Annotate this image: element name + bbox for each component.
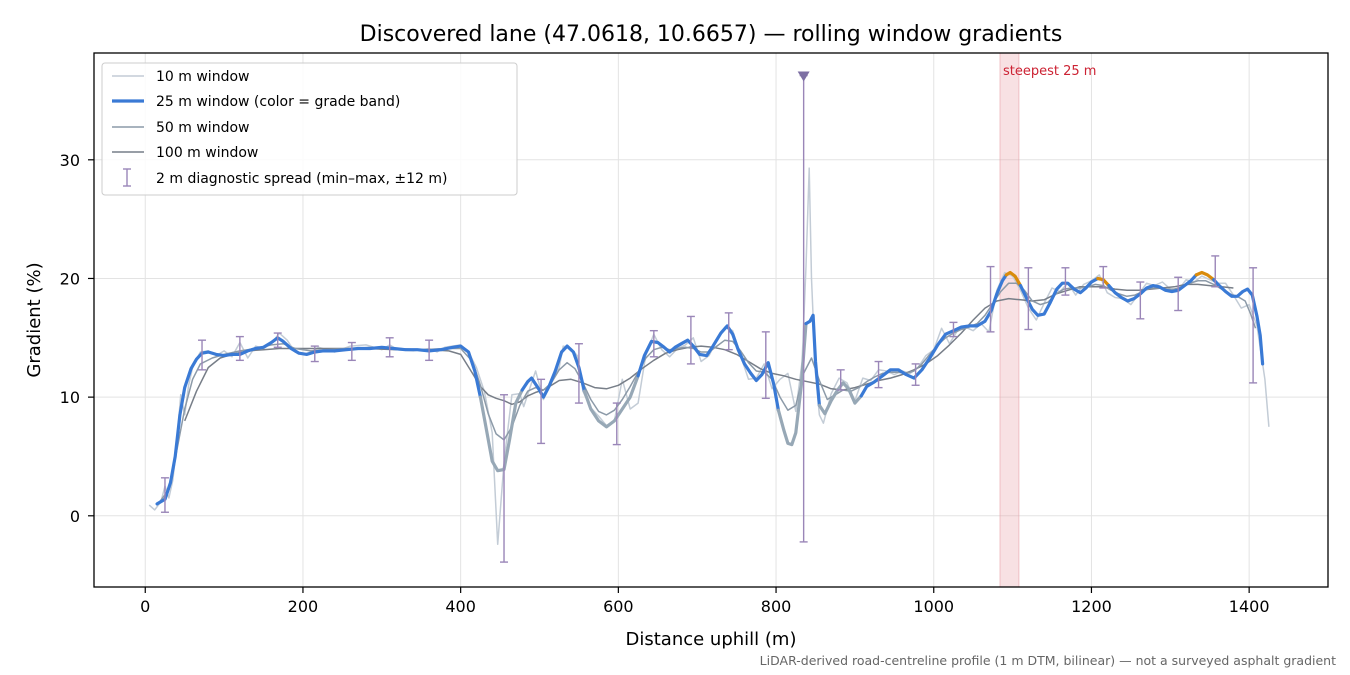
- spread-bar: [836, 369, 845, 391]
- spread-bar: [911, 363, 920, 386]
- legend: 10 m window 25 m window (color = grade b…: [101, 62, 518, 196]
- legend-box: [101, 62, 518, 196]
- x-axis-ticks: 0 200 400 600 800 1000 1200 1400: [140, 587, 1270, 616]
- series-25m-band-segment: [1194, 270, 1216, 282]
- spread-bar: [799, 74, 808, 543]
- legend-label-25m: 25 m window (color = grade band): [156, 94, 400, 110]
- legend-label-10m: 10 m window: [156, 69, 249, 85]
- series-25m-band-segment: [776, 322, 808, 447]
- series-25m-line: [1212, 278, 1265, 366]
- x-tick-label: 1000: [913, 597, 954, 616]
- spread-bar: [1099, 265, 1108, 289]
- spread-bar: [612, 402, 621, 446]
- series-25m-line: [859, 273, 1008, 398]
- spread-bar: [1211, 255, 1220, 288]
- x-tick-label: 800: [761, 597, 792, 616]
- y-tick-label: 30: [60, 151, 80, 170]
- y-tick-label: 0: [70, 507, 80, 526]
- series-10m-line: [148, 167, 1270, 546]
- series-25m-line: [804, 313, 821, 407]
- steepest-band-layer: steepest 25 m: [999, 52, 1096, 588]
- spread-bar: [1249, 267, 1258, 384]
- y-axis-label: Gradient (%): [24, 262, 45, 377]
- y-tick-label: 20: [60, 269, 80, 288]
- spread-bar: [425, 339, 434, 362]
- spread-bar: [198, 339, 207, 371]
- spread-bar: [273, 332, 282, 348]
- spread-bar: [574, 343, 583, 404]
- series-25m-line: [520, 344, 586, 399]
- spread-bar: [1174, 276, 1183, 312]
- spread-bar: [235, 335, 244, 362]
- spread-bar: [1061, 267, 1070, 296]
- steepest-band-label: steepest 25 m: [1003, 64, 1096, 79]
- legend-label-50m: 50 m window: [156, 120, 249, 136]
- plot-frame: [93, 52, 1329, 588]
- series-25m-line: [1018, 276, 1100, 317]
- legend-swatch-spread: [123, 168, 131, 187]
- series-25m-band-segment: [1004, 270, 1023, 288]
- spread-bar: [761, 331, 770, 400]
- steepest-band: [999, 52, 1020, 588]
- x-tick-label: 1400: [1229, 597, 1270, 616]
- x-tick-label: 600: [603, 597, 634, 616]
- spread-bar: [1136, 281, 1145, 320]
- spread-bar: [874, 360, 883, 389]
- x-tick-label: 0: [140, 597, 150, 616]
- spread-bar: [537, 378, 546, 445]
- spread-bar: [686, 315, 695, 365]
- x-tick-label: 200: [288, 597, 319, 616]
- series-50m-line: [156, 280, 1257, 506]
- series-25m-band-segment: [582, 374, 640, 429]
- spread-layer: [160, 71, 1258, 563]
- series-25m-line: [1107, 273, 1198, 303]
- spread-bar: [160, 477, 169, 513]
- y-tick-label: 10: [60, 388, 80, 407]
- chart-title: Discovered lane (47.0618, 10.6657) — rol…: [360, 22, 1063, 47]
- x-tick-label: 400: [445, 597, 476, 616]
- series-25m-line: [155, 336, 482, 506]
- series-25m-line: [636, 324, 780, 412]
- y-axis-ticks: 0 10 20 30: [60, 151, 94, 526]
- x-tick-label: 1200: [1071, 597, 1112, 616]
- x-axis-label: Distance uphill (m): [626, 629, 797, 650]
- spread-bar: [986, 265, 995, 333]
- spread-bar: [385, 337, 394, 358]
- spread-bar: [949, 321, 958, 338]
- spread-bar: [310, 345, 319, 363]
- spread-bar: [649, 329, 658, 358]
- spread-clip-marker: [797, 71, 810, 82]
- footnote: LiDAR-derived road-centreline profile (1…: [760, 653, 1336, 668]
- legend-label-100m: 100 m window: [156, 145, 258, 161]
- spread-bar: [500, 394, 509, 563]
- spread-bar: [724, 312, 733, 351]
- spread-bar: [347, 341, 356, 362]
- legend-label-spread: 2 m diagnostic spread (min–max, ±12 m): [156, 171, 447, 187]
- spread-bar: [1024, 267, 1033, 331]
- series-25m-band-segment: [478, 388, 524, 473]
- series-layer: [148, 167, 1270, 546]
